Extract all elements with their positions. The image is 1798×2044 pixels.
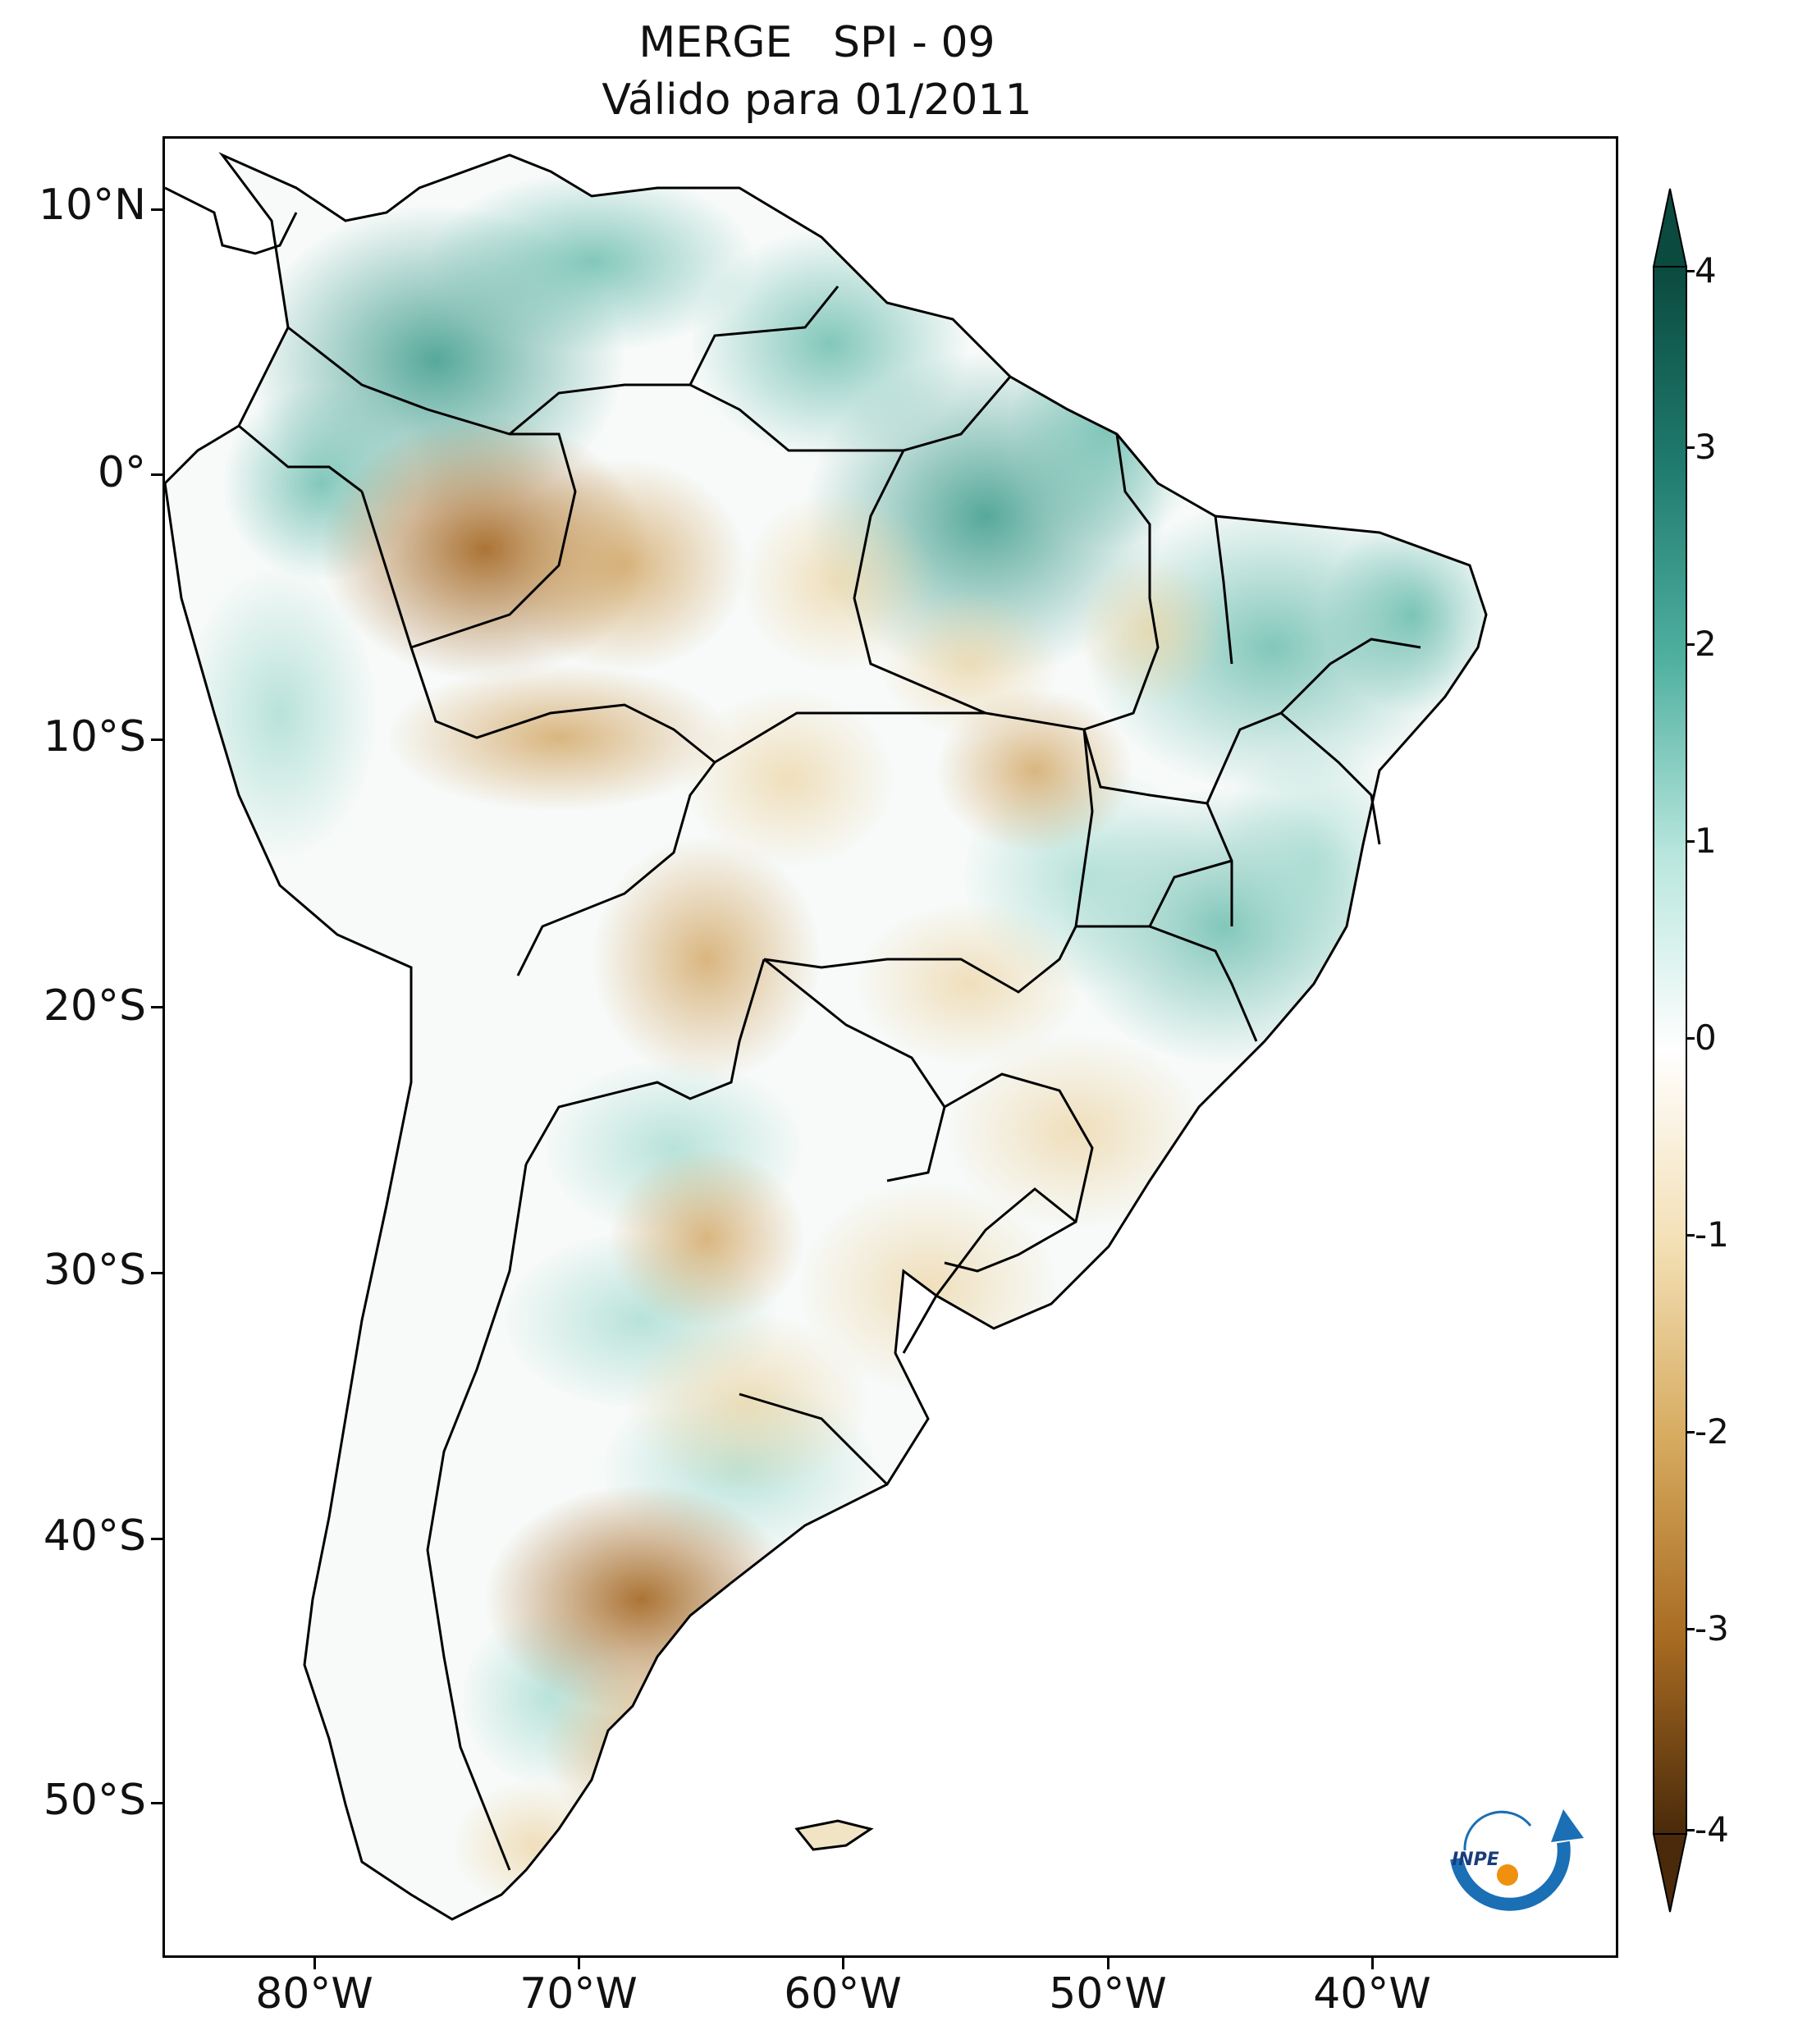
lon-tickmark bbox=[1107, 1958, 1109, 1969]
central-america-coast bbox=[165, 186, 298, 255]
logo-arrow-head bbox=[1551, 1809, 1584, 1842]
logo-orbit bbox=[1463, 1810, 1532, 1851]
lat-tick-20s: 20°S bbox=[43, 981, 146, 1031]
lon-tickmark bbox=[578, 1958, 580, 1969]
colorbar-tick bbox=[1686, 270, 1695, 272]
colorbar bbox=[1652, 188, 1688, 1913]
lon-tick-50w: 50°W bbox=[1049, 1969, 1167, 2019]
lon-tick-60w: 60°W bbox=[784, 1969, 902, 2019]
colorbar-tick bbox=[1686, 1829, 1695, 1831]
lon-tickmark bbox=[842, 1958, 844, 1969]
colorbar-label-minus1: -1 bbox=[1695, 1214, 1729, 1255]
colorbar-label-minus2: -2 bbox=[1695, 1411, 1729, 1452]
colorbar-min-extension bbox=[1652, 1833, 1688, 1913]
colorbar-label-2: 2 bbox=[1695, 624, 1717, 664]
lon-tickmark bbox=[1371, 1958, 1374, 1969]
lat-tick-10n: 10°N bbox=[38, 181, 146, 230]
lat-tick-10s: 10°S bbox=[43, 712, 146, 761]
lat-tick-50s: 50°S bbox=[43, 1776, 146, 1825]
colorbar-label-0: 0 bbox=[1695, 1017, 1717, 1058]
lat-tickmark bbox=[151, 1538, 162, 1540]
logo-dot bbox=[1497, 1864, 1518, 1886]
colorbar-label-minus4: -4 bbox=[1695, 1809, 1729, 1850]
lat-tick-40s: 40°S bbox=[43, 1511, 146, 1561]
colorbar-label-3: 3 bbox=[1695, 427, 1717, 467]
lat-tickmark bbox=[151, 473, 162, 476]
colorbar-tick bbox=[1686, 446, 1695, 449]
lat-tick-0: 0° bbox=[97, 448, 146, 497]
south-america-map bbox=[165, 152, 1488, 1921]
lat-tickmark bbox=[151, 208, 162, 211]
colorbar-label-1: 1 bbox=[1695, 821, 1717, 861]
lon-tickmark bbox=[313, 1958, 316, 1969]
colorbar-tick bbox=[1686, 1234, 1695, 1237]
map-title-line2: Válido para 01/2011 bbox=[602, 75, 1032, 125]
colorbar-gradient bbox=[1653, 266, 1687, 1835]
lat-tickmark bbox=[151, 1272, 162, 1274]
inpe-logo: INPE bbox=[1450, 1809, 1584, 1911]
lat-tick-30s: 30°S bbox=[43, 1246, 146, 1295]
colorbar-tick bbox=[1686, 840, 1695, 843]
colorbar-tick bbox=[1686, 643, 1695, 646]
colorbar-max-extension bbox=[1652, 188, 1688, 268]
country-borders bbox=[238, 286, 1421, 1871]
colorbar-tick bbox=[1686, 1037, 1695, 1040]
coastline bbox=[165, 152, 1488, 1921]
logo-arrow bbox=[1450, 1841, 1571, 1911]
lon-tick-70w: 70°W bbox=[519, 1969, 638, 2019]
lat-tickmark bbox=[151, 738, 162, 741]
map-title-line1: MERGE SPI - 09 bbox=[638, 18, 995, 67]
logo-text: INPE bbox=[1452, 1850, 1499, 1870]
lon-tick-40w: 40°W bbox=[1313, 1969, 1431, 2019]
lon-tick-80w: 80°W bbox=[255, 1969, 373, 2019]
lat-tickmark bbox=[151, 1006, 162, 1008]
colorbar-tick bbox=[1686, 1628, 1695, 1630]
falkland-islands bbox=[794, 1819, 874, 1851]
colorbar-label-minus3: -3 bbox=[1695, 1608, 1729, 1648]
colorbar-label-4: 4 bbox=[1695, 250, 1717, 290]
colorbar-tick bbox=[1686, 1431, 1695, 1434]
lat-tickmark bbox=[151, 1802, 162, 1804]
map-panel bbox=[162, 136, 1618, 1958]
